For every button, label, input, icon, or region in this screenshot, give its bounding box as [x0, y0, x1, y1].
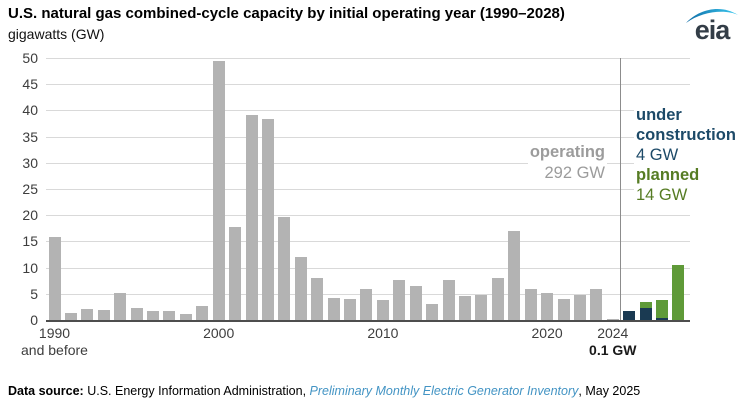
bar-2007-operating	[327, 298, 340, 320]
bar-2004-operating	[278, 217, 291, 320]
bar-2019-operating	[524, 289, 537, 320]
y-tick-label: 25	[22, 181, 38, 197]
bar-1996-operating	[147, 310, 160, 320]
bar-2011-operating	[393, 280, 406, 320]
bar-2016-operating	[475, 294, 488, 320]
bar-1998-operating	[179, 313, 192, 320]
bar-2025-under_construction	[623, 310, 636, 320]
annotation-operating: operating 292 GW	[527, 141, 607, 185]
gridline	[46, 84, 690, 86]
bar-1990-operating	[48, 237, 61, 320]
bar-2014-operating	[442, 280, 455, 320]
bar-2027-under_construction	[656, 317, 669, 320]
gridline	[46, 58, 690, 59]
bar-2024-operating	[606, 319, 619, 320]
annotation-under-construction-value: 4 GW	[636, 146, 679, 164]
bar-1997-operating	[163, 311, 176, 320]
bar-2020-operating	[541, 293, 554, 320]
x-tick-label: 2000	[203, 325, 235, 341]
annotation-operating-label: operating	[529, 143, 605, 161]
y-tick-label: 30	[22, 154, 38, 171]
bar-1995-operating	[130, 307, 143, 320]
x-tick-label: 1990	[38, 325, 71, 341]
bar-2023-operating	[590, 288, 603, 320]
footer-suffix: , May 2025	[578, 384, 641, 398]
annotation-planned-value: 14 GW	[636, 186, 688, 204]
y-tick-label: 50	[22, 50, 38, 66]
bar-1991-operating	[64, 312, 77, 320]
chart-units-subtitle: gigawatts (GW)	[8, 26, 105, 42]
y-tick-label: 5	[30, 285, 38, 302]
bar-2005-operating	[294, 257, 307, 320]
bar-2000-operating	[212, 60, 225, 320]
bar-2002-operating	[245, 115, 258, 320]
bar-1992-operating	[81, 309, 94, 320]
x-tick-label: 2024	[597, 325, 629, 341]
bar-2012-operating	[409, 286, 422, 320]
bar-2026-planned	[639, 301, 652, 309]
bar-2010-operating	[376, 299, 389, 320]
bar-2015-operating	[459, 296, 471, 320]
eia-logo-text: eia	[694, 15, 731, 45]
y-tick-label: 35	[22, 128, 38, 145]
footer-prefix-bold: Data source:	[8, 384, 84, 398]
eia-logo-swoosh-icon	[686, 9, 738, 23]
bar-1993-operating	[97, 310, 110, 320]
bar-2017-operating	[491, 277, 504, 320]
bar-1994-operating	[114, 293, 127, 320]
gridline	[46, 241, 690, 243]
bar-2013-operating	[426, 303, 439, 320]
annotation-future: under construction 4 GW planned 14 GW	[634, 104, 750, 206]
annotation-under-construction-label: under construction	[636, 106, 736, 144]
y-tick-label: 0	[30, 312, 38, 328]
x-tick-2020: 2020	[532, 325, 563, 342]
bar-2009-operating	[360, 289, 373, 320]
gridline	[46, 267, 690, 269]
plot-area: operating 292 GW under construction 4 GW…	[46, 58, 750, 322]
x-tick-value-label: 0.1 GW	[589, 342, 637, 358]
bar-2022-operating	[573, 294, 586, 320]
gridline	[46, 189, 690, 190]
bar-2001-operating	[229, 227, 242, 320]
bar-1999-operating	[196, 306, 209, 320]
gridline	[46, 215, 690, 217]
bar-2026-under_construction	[639, 308, 652, 320]
bar-2027-planned	[656, 300, 669, 318]
footer-data-source: Data source: U.S. Energy Information Adm…	[8, 384, 640, 398]
gridline	[46, 110, 690, 112]
bar-2028-planned	[672, 264, 685, 320]
gridline	[46, 136, 690, 138]
x-tick-label: 2010	[367, 325, 399, 341]
eia-logo: eia	[684, 4, 740, 50]
x-tick-1990: 1990 and before	[21, 325, 88, 358]
y-tick-label: 40	[22, 102, 38, 119]
footer-prefix: U.S. Energy Information Administration,	[83, 384, 310, 398]
operating-future-divider	[619, 58, 621, 320]
annotation-operating-value: 292 GW	[544, 164, 605, 182]
bar-2003-operating	[261, 118, 274, 320]
x-tick-2000: 2000	[203, 325, 234, 342]
annotation-planned-label: planned	[636, 166, 700, 184]
bar-2006-operating	[311, 278, 324, 320]
bar-2021-operating	[557, 299, 570, 320]
y-tick-label: 20	[22, 207, 38, 224]
bar-2018-operating	[508, 231, 521, 320]
page-title: U.S. natural gas combined-cycle capacity…	[8, 5, 565, 22]
y-tick-label: 45	[22, 76, 38, 93]
y-tick-label: 15	[22, 233, 38, 250]
y-tick-label: 10	[22, 259, 38, 276]
x-tick-label: 2020	[531, 325, 563, 341]
x-tick-2024: 2024 0.1 GW	[589, 325, 636, 358]
x-tick-sublabel: and before	[21, 342, 88, 358]
x-tick-2010: 2010	[367, 325, 398, 342]
gridline	[46, 162, 690, 164]
footer-report-link[interactable]: Preliminary Monthly Electric Generator I…	[309, 384, 579, 398]
bar-2008-operating	[344, 299, 357, 320]
